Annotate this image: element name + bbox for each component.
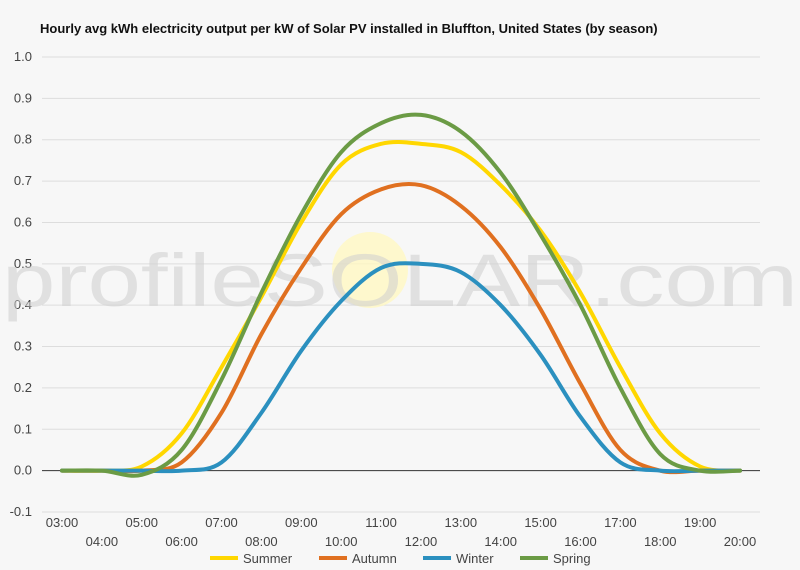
legend-label-spring: Spring <box>553 551 591 566</box>
y-tick-label: 0.5 <box>14 256 32 271</box>
x-tick-label: 05:00 <box>125 515 158 530</box>
y-tick-label: 0.9 <box>14 90 32 105</box>
x-tick-label: 03:00 <box>46 515 79 530</box>
y-tick-label: 0.6 <box>14 214 32 229</box>
y-tick-label: 0.3 <box>14 339 32 354</box>
series-line-autumn <box>60 182 742 475</box>
x-tick-label: 13:00 <box>445 515 478 530</box>
series-line-spring <box>60 112 742 478</box>
y-tick-label: -0.1 <box>10 504 32 519</box>
x-tick-label: 14:00 <box>484 534 517 549</box>
x-axis: 03:00 04:00 05:00 06:00 07:00 08:00 09:00 10:00… <box>46 515 757 549</box>
x-tick-label: 08:00 <box>245 534 278 549</box>
x-tick-label: 12:00 <box>405 534 438 549</box>
x-tick-label: 07:00 <box>205 515 238 530</box>
series-line-summer <box>60 139 742 473</box>
y-tick-label: 0.2 <box>14 380 32 395</box>
series-lines <box>60 112 742 478</box>
x-tick-label: 15:00 <box>524 515 557 530</box>
y-tick-label: 0.7 <box>14 173 32 188</box>
y-tick-label: 0.8 <box>14 132 32 147</box>
x-tick-label: 16:00 <box>564 534 597 549</box>
y-tick-label: 0.4 <box>14 297 32 312</box>
legend-label-autumn: Autumn <box>352 551 397 566</box>
x-tick-label: 17:00 <box>604 515 637 530</box>
legend: Summer Autumn Winter Spring <box>210 551 591 566</box>
x-tick-label: 19:00 <box>684 515 717 530</box>
series-line-winter <box>60 261 742 474</box>
watermark: profileSOLAR.com <box>2 239 798 322</box>
x-tick-label: 11:00 <box>365 515 397 530</box>
x-tick-label: 06:00 <box>165 534 198 549</box>
y-axis: -0.1 0.0 0.1 0.2 0.3 0.4 0.5 0.6 0.7 0.8 0.9 1.0 <box>10 49 32 519</box>
x-tick-label: 18:00 <box>644 534 677 549</box>
y-tick-label: 1.0 <box>14 49 32 64</box>
x-tick-label: 10:00 <box>325 534 358 549</box>
chart-title: Hourly avg kWh electricity output per kW… <box>40 21 658 36</box>
legend-label-summer: Summer <box>243 551 293 566</box>
legend-label-winter: Winter <box>456 551 494 566</box>
x-tick-label: 20:00 <box>724 534 757 549</box>
x-tick-label: 04:00 <box>86 534 119 549</box>
y-tick-label: 0.1 <box>14 421 32 436</box>
grid-lines <box>42 56 760 513</box>
y-tick-label: 0.0 <box>14 463 32 478</box>
x-tick-label: 09:00 <box>285 515 318 530</box>
